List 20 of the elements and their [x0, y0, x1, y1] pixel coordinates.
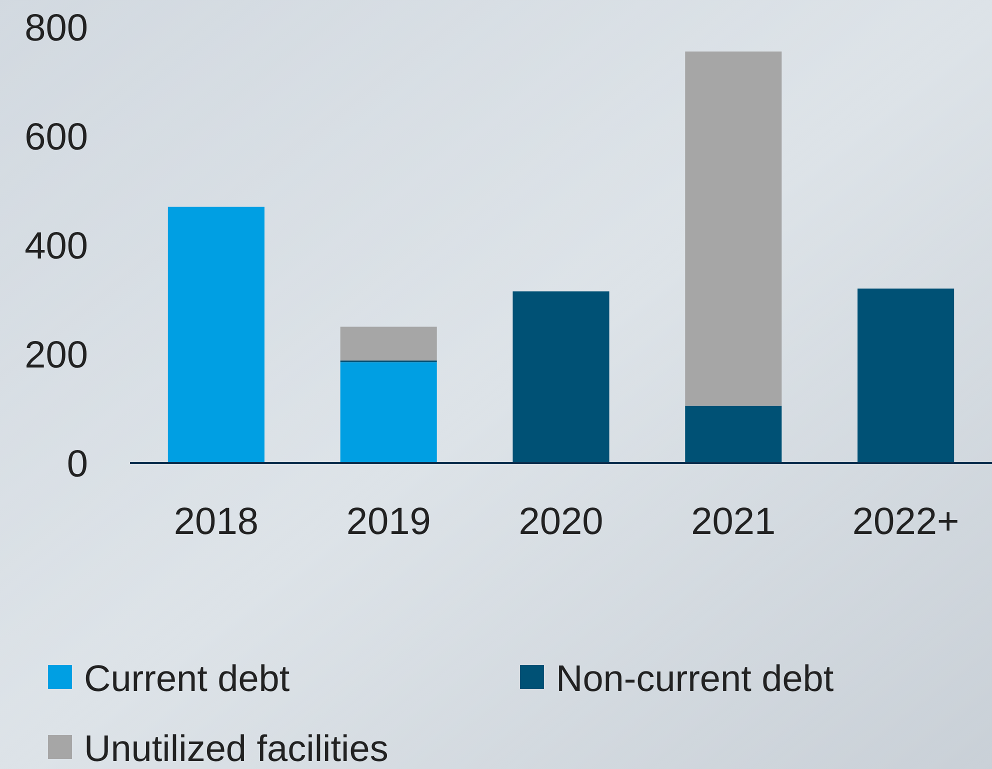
legend-label: Current debt	[84, 658, 290, 699]
x-tick-label: 2018	[174, 501, 258, 543]
bar	[685, 52, 782, 406]
bar	[340, 362, 437, 463]
y-tick-label: 600	[24, 116, 88, 158]
legend-label: Non-current debt	[556, 658, 834, 699]
x-tick-label: 2022+	[852, 501, 960, 543]
bar	[685, 406, 782, 463]
x-tick-label: 2019	[346, 501, 431, 543]
bar	[340, 326, 437, 361]
bar	[512, 291, 610, 463]
legend-label: Unutilized facilities	[84, 728, 388, 769]
x-tick-label: 2021	[691, 501, 776, 543]
bar	[858, 288, 954, 463]
bar	[168, 206, 264, 463]
y-tick-label: 400	[24, 225, 88, 268]
y-tick-label: 0	[66, 443, 88, 486]
y-tick-label: 800	[24, 7, 88, 50]
y-tick-label: 200	[24, 334, 88, 376]
x-tick-label: 2020	[518, 501, 604, 543]
